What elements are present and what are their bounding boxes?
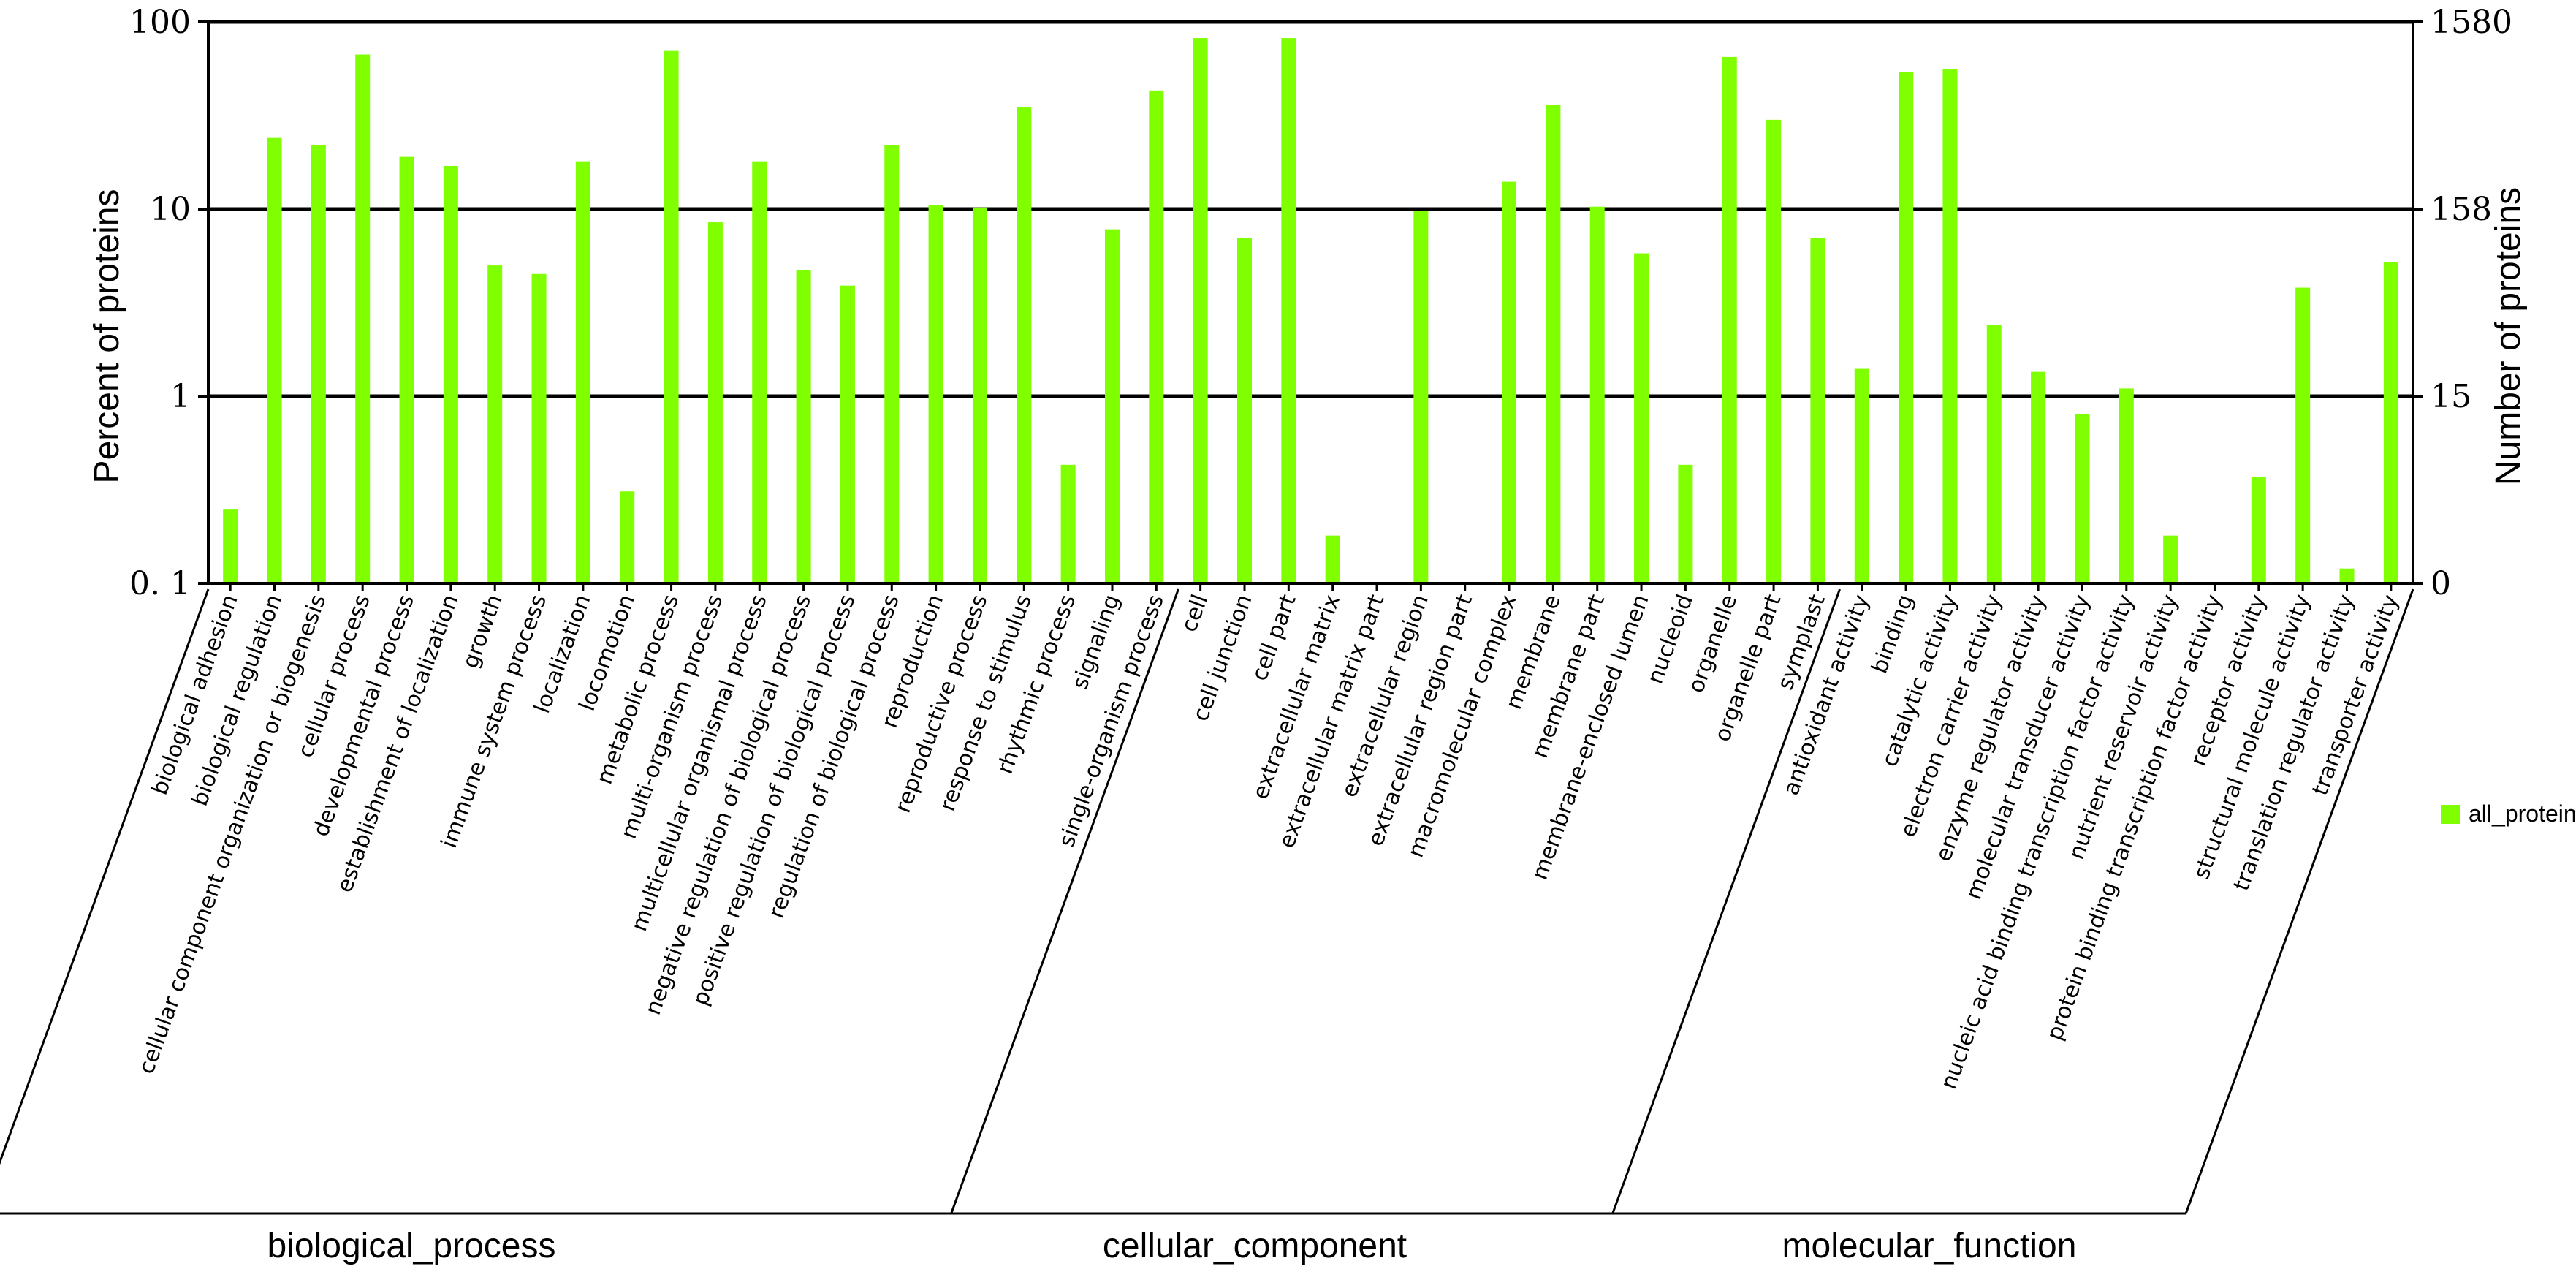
bar bbox=[620, 491, 635, 583]
y-axis-title: Percent of proteins bbox=[88, 189, 126, 484]
bar bbox=[707, 222, 723, 583]
category-label: antioxidant activity bbox=[1778, 591, 1874, 799]
y2-axis-title: Number of proteins bbox=[2489, 187, 2528, 485]
bar bbox=[223, 509, 238, 583]
legend-swatch bbox=[2441, 805, 2460, 824]
category-label: cell bbox=[1177, 591, 1214, 635]
bar bbox=[1149, 90, 1164, 583]
bar bbox=[1546, 105, 1561, 584]
category-label: growth bbox=[457, 591, 508, 672]
axes: 0. 1 1 10 100 0 15 158 1580 bbox=[129, 4, 2512, 602]
group-divider bbox=[0, 588, 210, 1165]
bar bbox=[1281, 38, 1296, 583]
bar bbox=[1325, 535, 1340, 583]
group-divider bbox=[2184, 588, 2414, 1214]
bar bbox=[1060, 464, 1076, 583]
bar bbox=[2295, 287, 2311, 583]
group-label: molecular_function bbox=[1782, 1227, 2077, 1265]
legend-label: all_protein bbox=[2469, 800, 2576, 827]
gridlines bbox=[208, 20, 2413, 398]
y-tick-label: 10 bbox=[150, 191, 191, 228]
bar bbox=[1854, 368, 1869, 583]
group-divider bbox=[1611, 588, 1841, 1214]
bar bbox=[355, 54, 371, 584]
bars bbox=[223, 38, 2398, 584]
bar bbox=[1236, 238, 1252, 583]
category-label: binding bbox=[1866, 591, 1918, 677]
bar bbox=[1193, 38, 1208, 583]
bar bbox=[575, 161, 590, 583]
bar bbox=[1722, 56, 1737, 584]
bar bbox=[664, 50, 679, 583]
bar bbox=[2383, 262, 2398, 583]
bar bbox=[972, 207, 987, 584]
bar bbox=[2251, 477, 2266, 583]
y-tick-label: 100 bbox=[129, 4, 191, 41]
bar bbox=[1104, 229, 1120, 583]
bar bbox=[1413, 211, 1429, 583]
bar bbox=[796, 270, 811, 583]
bar bbox=[311, 145, 326, 584]
y2-tick-label: 1580 bbox=[2431, 4, 2512, 41]
bar bbox=[443, 166, 458, 584]
bar bbox=[1634, 253, 1649, 583]
bar bbox=[531, 273, 547, 583]
bar bbox=[2031, 371, 2046, 583]
bar bbox=[1986, 325, 2002, 583]
bar bbox=[928, 205, 943, 583]
bar bbox=[1899, 72, 1914, 583]
bar bbox=[2339, 568, 2355, 583]
bar bbox=[884, 145, 900, 584]
y2-tick-label: 0 bbox=[2431, 565, 2451, 602]
bar bbox=[487, 265, 503, 583]
bar bbox=[2119, 388, 2134, 583]
category-groups: biological_process cellular_component mole… bbox=[0, 588, 2414, 1265]
bar bbox=[1678, 464, 1693, 583]
y2-tick-label: 15 bbox=[2431, 378, 2471, 415]
bar bbox=[1766, 119, 1782, 584]
group-label: cellular_component bbox=[1103, 1227, 1407, 1265]
bar bbox=[267, 137, 282, 584]
y2-tick-label: 158 bbox=[2431, 191, 2492, 228]
group-label: biological_process bbox=[267, 1227, 556, 1265]
bar bbox=[1502, 181, 1517, 584]
bar bbox=[752, 161, 767, 583]
bar bbox=[2075, 414, 2090, 583]
group-divider bbox=[950, 588, 1179, 1214]
category-label: cellular component organization or bioge… bbox=[134, 591, 332, 1078]
y-tick-label: 0. 1 bbox=[129, 565, 191, 602]
bar bbox=[1589, 206, 1605, 583]
legend: all_protein bbox=[2441, 800, 2576, 827]
bar bbox=[1942, 69, 1958, 583]
bar bbox=[1810, 238, 1825, 583]
bar bbox=[840, 285, 855, 583]
y-tick-label: 1 bbox=[170, 378, 191, 415]
bar bbox=[399, 156, 414, 583]
bar bbox=[2163, 535, 2178, 583]
bar bbox=[1017, 107, 1032, 584]
